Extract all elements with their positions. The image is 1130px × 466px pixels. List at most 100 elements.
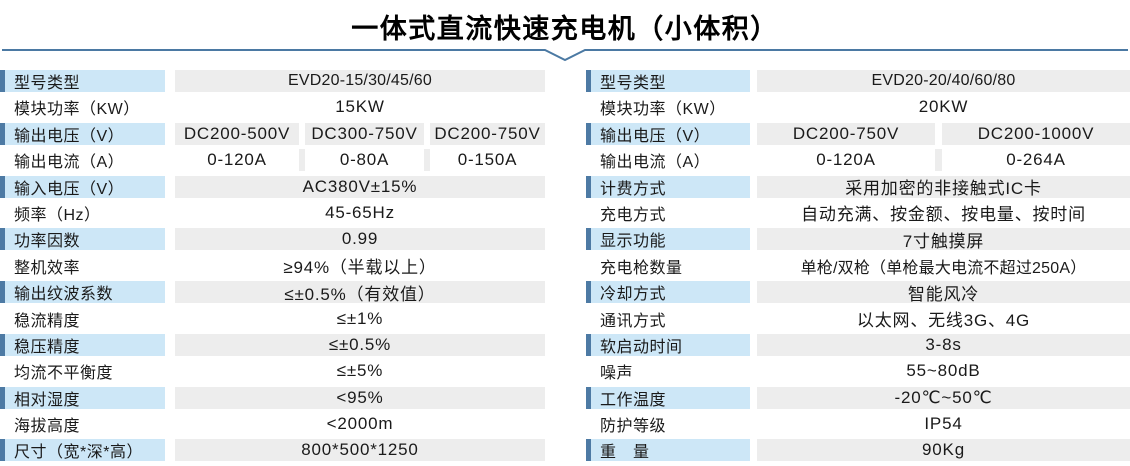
spec-label: 稳压精度: [5, 333, 165, 356]
spec-value: 智能风冷: [757, 281, 1130, 304]
row-accent-bar: [0, 122, 5, 145]
spec-values: 15KW: [175, 96, 545, 118]
spec-label: 整机效率: [14, 259, 81, 277]
spec-table-right: 型号类型 EVD20-20/40/60/80 模块功率（KW） 20KW 输出电压（V）…: [586, 70, 1130, 466]
spec-value: 以太网、无线3G、4G: [856, 311, 1031, 331]
spec-row: 尺寸（宽*深*高） 800*500*1250: [0, 439, 545, 465]
spec-values: 45-65Hz: [175, 202, 545, 224]
label-value-gap: [165, 360, 175, 382]
spec-row: 稳流精度 ≤±1%: [0, 308, 545, 334]
spec-values: DC200-500V DC300-750V DC200-750V: [175, 122, 545, 145]
label-value-gap: [750, 176, 757, 198]
spec-values: <95%: [175, 386, 545, 409]
spec-value: 0-264A: [1006, 150, 1066, 170]
spec-label: 输出纹波系数: [5, 281, 165, 304]
spec-row: 计费方式 采用加密的非接触式IC卡: [586, 175, 1130, 202]
spec-value: AC380V±15%: [175, 175, 545, 198]
spec-value: 0-150A: [457, 150, 518, 170]
spec-values: 0-120A 0-80A 0-150A: [175, 149, 545, 172]
spec-row: 噪声 55~80dB: [586, 360, 1130, 386]
spec-value: 单枪/双枪（单枪最大电流不超过250A）: [800, 259, 1087, 277]
spec-value: ≤±1%: [336, 308, 384, 328]
spec-row: 海拔高度 <2000m: [0, 413, 545, 439]
label-value-gap: [750, 202, 757, 224]
row-accent-bar: [586, 281, 591, 304]
spec-value: 7寸触摸屏: [757, 228, 1130, 251]
label-value-gap: [165, 123, 175, 145]
spec-values: 55~80dB: [757, 360, 1130, 382]
spec-label: 输出电流（A）: [14, 154, 125, 172]
label-value-gap: [750, 123, 757, 145]
label-value-gap: [750, 439, 757, 461]
spec-table-left: 型号类型 EVD20-15/30/45/60 模块功率（KW） 15KW 输出电压（V）…: [0, 70, 545, 466]
spec-value: 3-8s: [757, 333, 1130, 356]
spec-value: EVD20-20/40/60/80: [757, 70, 1130, 92]
spec-values: EVD20-15/30/45/60: [175, 70, 545, 92]
spec-value: 45-65Hz: [325, 202, 395, 222]
spec-label: 输出电压（V）: [591, 122, 750, 145]
label-value-gap: [165, 413, 175, 435]
spec-label: 噪声: [600, 365, 634, 383]
spec-values: <2000m: [175, 413, 545, 435]
spec-values: DC200-750V DC200-1000V: [757, 122, 1130, 145]
spec-row: 输出纹波系数 ≤±0.5%（有效值）: [0, 281, 545, 307]
spec-label: 充电方式: [600, 206, 667, 224]
label-value-gap: [165, 334, 175, 356]
spec-values: 以太网、无线3G、4G: [757, 308, 1130, 330]
spec-value: DC300-750V: [305, 122, 424, 145]
spec-row: 模块功率（KW） 15KW: [0, 96, 545, 122]
spec-values: EVD20-20/40/60/80: [757, 70, 1130, 92]
label-value-gap: [165, 281, 175, 303]
label-value-gap: [750, 228, 757, 250]
spec-values: 采用加密的非接触式IC卡: [757, 175, 1130, 198]
spec-value: ≤±5%: [336, 361, 384, 381]
row-accent-bar: [0, 175, 5, 198]
spec-row: 软启动时间 3-8s: [586, 333, 1130, 360]
spec-value: ≤±0.5%（有效值）: [175, 281, 545, 304]
spec-row: 防护等级 IP54: [586, 413, 1130, 439]
spec-row: 整机效率 ≥94%（半载以上）: [0, 255, 545, 281]
spec-label: 重 量: [591, 439, 750, 462]
spec-value: 0-80A: [339, 150, 390, 170]
spec-values: -20℃~50℃: [757, 386, 1130, 409]
spec-value: 800*500*1250: [175, 439, 545, 462]
row-accent-bar: [0, 228, 5, 251]
label-value-gap: [750, 387, 757, 409]
spec-values: 7寸触摸屏: [757, 228, 1130, 251]
spec-row: 输入电压（V） AC380V±15%: [0, 175, 545, 202]
spec-value: DC200-750V: [757, 122, 935, 145]
spec-label: 均流不平衡度: [14, 365, 114, 383]
spec-values: ≤±0.5%（有效值）: [175, 281, 545, 304]
spec-values: 单枪/双枪（单枪最大电流不超过250A）: [757, 255, 1130, 277]
spec-values: 0-120A 0-264A: [757, 149, 1130, 172]
spec-values: 3-8s: [757, 333, 1130, 356]
spec-values: 20KW: [757, 96, 1130, 118]
spec-label: 工作温度: [591, 386, 750, 409]
label-value-gap: [750, 334, 757, 356]
label-value-gap: [165, 176, 175, 198]
spec-value: ≥94%（半载以上）: [283, 258, 437, 278]
row-accent-bar: [586, 333, 591, 356]
spec-row: 输出电压（V） DC200-500V DC300-750V DC200-750V: [0, 122, 545, 149]
label-value-gap: [165, 439, 175, 461]
spec-row: 输出电流（A） 0-120A 0-80A 0-150A: [0, 149, 545, 175]
spec-values: 800*500*1250: [175, 439, 545, 462]
spec-values: ≤±0.5%: [175, 333, 545, 356]
spec-label: 防护等级: [600, 418, 667, 436]
row-accent-bar: [586, 439, 591, 462]
spec-values: AC380V±15%: [175, 175, 545, 198]
spec-value: 55~80dB: [906, 361, 981, 381]
spec-label: 模块功率（KW）: [600, 101, 726, 119]
spec-values: IP54: [757, 413, 1130, 435]
spec-label: 型号类型: [5, 70, 165, 92]
label-value-gap: [165, 255, 175, 277]
row-accent-bar: [0, 439, 5, 462]
row-accent-bar: [586, 122, 591, 145]
spec-label: 计费方式: [591, 175, 750, 198]
spec-value: 0.99: [175, 228, 545, 251]
spec-label: 输入电压（V）: [5, 175, 165, 198]
spec-label: 功率因数: [5, 228, 165, 251]
spec-values: 智能风冷: [757, 281, 1130, 304]
spec-value: 采用加密的非接触式IC卡: [757, 175, 1130, 198]
spec-label: 尺寸（宽*深*高）: [5, 439, 165, 462]
